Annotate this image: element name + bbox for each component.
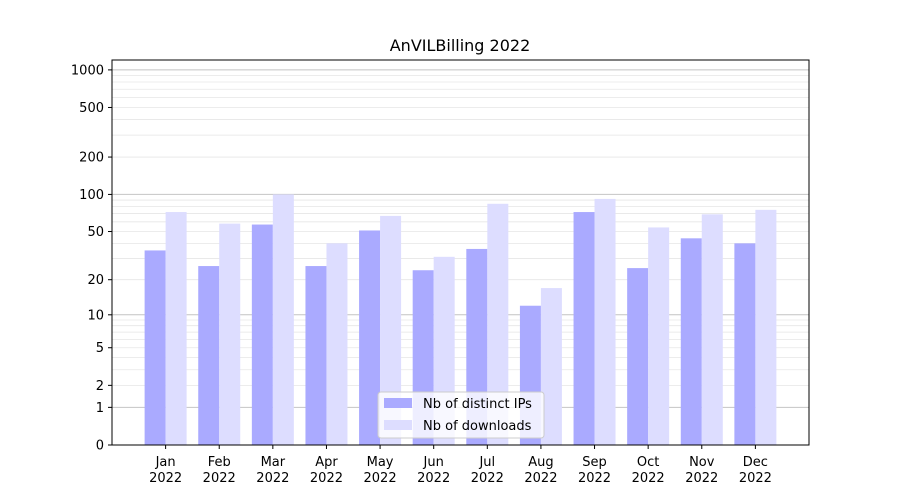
y-tick-label: 0 — [96, 439, 104, 454]
y-tick-label: 100 — [79, 188, 104, 203]
y-tick-label: 1 — [96, 401, 104, 416]
bar-downloads — [219, 223, 241, 445]
bar-downloads — [701, 214, 723, 445]
y-tick-label: 1000 — [71, 63, 104, 78]
bars — [144, 194, 777, 445]
x-tick-label: Dec 2022 — [739, 455, 772, 486]
bar-distinct-ips — [359, 230, 381, 445]
x-tick-label: Mar 2022 — [256, 455, 289, 486]
x-tick-label: Jan 2022 — [149, 455, 182, 486]
bar-distinct-ips — [734, 243, 756, 445]
x-tick-label: May 2022 — [364, 455, 397, 486]
bar-distinct-ips — [144, 250, 166, 445]
bar-distinct-ips — [251, 224, 273, 445]
y-tick-label: 5 — [96, 341, 104, 356]
bar-downloads — [540, 288, 562, 445]
bar-distinct-ips — [627, 268, 649, 445]
y-tick-label: 10 — [87, 308, 104, 323]
bar-downloads — [165, 212, 187, 445]
y-tick-label: 50 — [87, 225, 104, 240]
bar-distinct-ips — [573, 212, 595, 445]
y-tick-label: 20 — [87, 273, 104, 288]
bar-distinct-ips — [198, 266, 220, 445]
x-tick-label: Sep 2022 — [578, 455, 611, 486]
x-tick-label: Jul 2022 — [471, 455, 504, 486]
legend-box — [377, 391, 545, 439]
y-tick-label: 200 — [79, 151, 104, 166]
x-tick-label: Apr 2022 — [310, 455, 343, 486]
x-tick-label: Oct 2022 — [632, 455, 665, 486]
legend-swatch-distinct-ips — [384, 398, 412, 408]
legend-label-distinct-ips: Nb of distinct IPs — [423, 397, 532, 412]
y-tick-label: 2 — [96, 379, 104, 394]
bar-downloads — [487, 203, 509, 445]
x-tick-label: Feb 2022 — [203, 455, 236, 486]
x-tick-label: Aug 2022 — [524, 455, 557, 486]
legend-swatch-downloads — [384, 420, 412, 430]
bar-downloads — [594, 198, 616, 445]
legend: Nb of distinct IPs Nb of downloads — [377, 391, 545, 439]
x-axis: Jan 2022 Feb 2022 Mar 2022 Apr 2022 May 2022 Jun 20… — [149, 445, 772, 486]
bar-distinct-ips — [680, 238, 702, 445]
plot-frame — [111, 59, 810, 446]
bar-downloads — [272, 194, 294, 445]
bar-downloads — [380, 215, 402, 445]
chart-title: AnVILBilling 2022 — [390, 36, 531, 55]
legend-label-downloads: Nb of downloads — [423, 419, 532, 434]
y-tick-label: 500 — [79, 101, 104, 116]
x-tick-label: Nov 2022 — [685, 455, 718, 486]
x-tick-label: Jun 2022 — [417, 455, 450, 486]
y-axis: 0 1 2 5 10 20 50 100 200 500 1000 — [71, 63, 112, 454]
bar-distinct-ips — [305, 266, 327, 445]
bar-downloads — [755, 209, 777, 445]
bar-downloads — [326, 243, 348, 445]
bar-downloads — [648, 227, 670, 445]
